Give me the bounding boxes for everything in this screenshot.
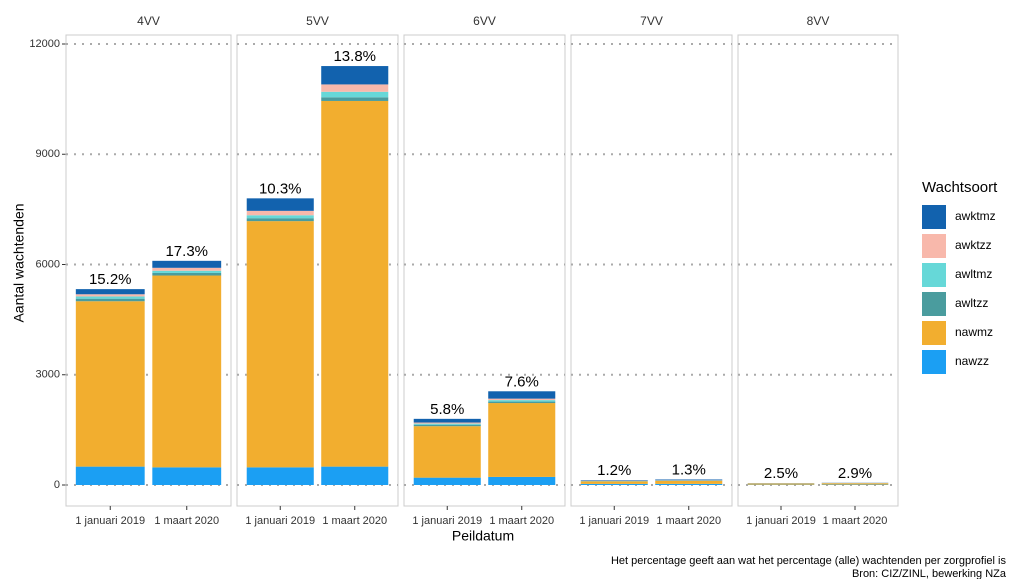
bar-segment [413, 426, 481, 478]
legend-swatch [922, 350, 946, 374]
bar-segment [75, 466, 145, 485]
bar-segment [488, 403, 556, 477]
facet-title: 4VV [137, 14, 160, 28]
bar-segment [75, 296, 145, 299]
bar-segment [413, 424, 481, 427]
legend-label: awltzz [955, 296, 988, 310]
bar-segment [321, 100, 389, 467]
bar-segment [246, 210, 314, 216]
percent-label: 2.5% [764, 465, 798, 482]
y-axis-label: Aantal wachtenden [11, 203, 27, 322]
y-tick-label: 12000 [29, 38, 60, 50]
bar-segment [321, 466, 389, 485]
bar-segment [747, 483, 815, 485]
facet-title: 8VV [807, 14, 830, 28]
bar-segment [152, 260, 222, 268]
bar-segment [246, 221, 314, 468]
panel [403, 34, 566, 507]
x-tick-label: 1 maart 2020 [656, 515, 721, 527]
y-tick-label: 6000 [36, 258, 60, 270]
legend-swatch [922, 205, 946, 229]
x-tick-label: 1 januari 2019 [75, 515, 145, 527]
legend-swatch [922, 321, 946, 345]
bar-segment [580, 483, 648, 485]
legend-label: awktzz [955, 238, 992, 252]
bar-segment [246, 215, 314, 219]
bar-segment [321, 66, 389, 85]
panel [570, 34, 733, 507]
bar-segment [488, 401, 556, 404]
bar-segment [75, 301, 145, 467]
caption: Bron: CIZ/ZINL, bewerking NZa [852, 568, 1007, 579]
percent-label: 17.3% [165, 243, 208, 260]
bar-segment [246, 467, 314, 485]
bar-segment [413, 418, 481, 423]
bar-segment [75, 294, 145, 297]
facet-title: 6VV [473, 14, 496, 28]
bar-segment [152, 270, 222, 273]
caption: Het percentage geeft aan wat het percent… [611, 555, 1007, 567]
legend-swatch [922, 234, 946, 258]
y-tick-label: 9000 [36, 148, 60, 160]
x-tick-label: 1 januari 2019 [245, 515, 315, 527]
percent-label: 13.8% [333, 48, 376, 65]
percent-label: 5.8% [430, 401, 464, 418]
bar-segment [413, 477, 481, 485]
y-tick-label: 3000 [36, 369, 60, 381]
legend-swatch [922, 263, 946, 287]
x-tick-label: 1 maart 2020 [489, 515, 554, 527]
bar-segment [321, 97, 389, 101]
x-tick-label: 1 maart 2020 [154, 515, 219, 527]
bar-segment [152, 467, 222, 485]
legend-label: nawmz [955, 325, 993, 339]
facet-title: 7VV [640, 14, 663, 28]
percent-label: 1.2% [597, 462, 631, 479]
bar-segment [152, 275, 222, 468]
bar-segment [413, 423, 481, 425]
bar-segment [655, 479, 723, 481]
percent-label: 7.6% [505, 373, 539, 390]
panel [236, 34, 399, 507]
percent-label: 1.3% [672, 461, 706, 478]
bar-segment [488, 400, 556, 402]
panel [65, 34, 232, 507]
bar-segment [246, 218, 314, 222]
bar-segment [655, 480, 723, 484]
bar-segment [321, 91, 389, 98]
facet-title: 5VV [306, 14, 329, 28]
legend-swatch [922, 292, 946, 316]
bar-segment [321, 84, 389, 92]
bar-segment [152, 267, 222, 271]
bar-segment [246, 198, 314, 211]
x-tick-label: 1 januari 2019 [579, 515, 649, 527]
x-tick-label: 1 maart 2020 [322, 515, 387, 527]
bar-segment [580, 481, 648, 484]
x-axis-label: Peildatum [452, 528, 514, 544]
bar-segment [821, 483, 889, 485]
legend-label: awltmz [955, 267, 992, 281]
bar-segment [655, 483, 723, 485]
legend-label: awktmz [955, 209, 996, 223]
panel [737, 34, 899, 507]
bar-segment [580, 480, 648, 481]
percent-label: 15.2% [89, 271, 132, 288]
x-tick-label: 1 maart 2020 [823, 515, 888, 527]
x-tick-label: 1 januari 2019 [412, 515, 482, 527]
bar-segment [75, 298, 145, 302]
percent-label: 2.9% [838, 465, 872, 482]
bar-segment [488, 476, 556, 485]
bar-segment [488, 391, 556, 399]
bar-segment [488, 398, 556, 401]
bar-segment [75, 289, 145, 295]
legend-title: Wachtsoort [922, 179, 998, 196]
bar-segment [152, 272, 222, 276]
x-tick-label: 1 januari 2019 [746, 515, 816, 527]
bar-segment [413, 422, 481, 424]
percent-label: 10.3% [259, 180, 302, 197]
legend-label: nawzz [955, 354, 989, 368]
y-tick-label: 0 [54, 479, 60, 491]
